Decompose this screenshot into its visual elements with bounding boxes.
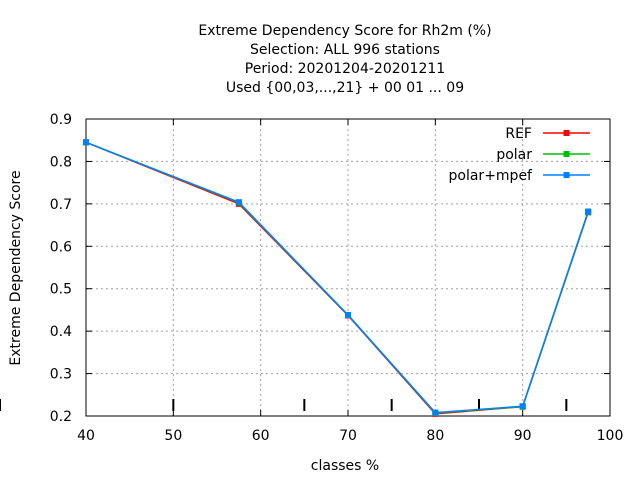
y-tick-label: 0.3	[50, 367, 72, 383]
series-point-2	[235, 199, 242, 206]
y-tick-label: 0.7	[50, 197, 72, 213]
legend-marker-2	[563, 172, 570, 178]
legend-label: polar	[496, 147, 532, 163]
chart-title-line: Selection: ALL 996 stations	[250, 42, 440, 58]
series-point-2	[345, 312, 351, 319]
plot-frame	[85, 118, 611, 417]
x-axis-label: classes %	[311, 458, 379, 474]
x-tick-label: 70	[339, 428, 357, 444]
x-tick-label: 80	[426, 428, 444, 444]
y-tick-label: 0.8	[50, 154, 72, 170]
series-point-2	[432, 409, 439, 416]
x-tick-label: 90	[514, 428, 532, 444]
x-tick-label: 40	[77, 428, 95, 444]
legend-marker-0	[563, 130, 570, 136]
y-tick-label: 0.9	[50, 112, 72, 128]
chart-title-line: Period: 20201204-20201211	[245, 61, 445, 77]
legend-label: polar+mpef	[449, 168, 534, 184]
legend-marker-1	[563, 151, 570, 157]
series-point-2	[83, 139, 89, 146]
series-point-2	[585, 208, 592, 215]
y-tick-label: 0.2	[50, 409, 72, 425]
x-tick-label: 100	[597, 428, 624, 444]
series-point-2	[519, 403, 526, 410]
chart-title-line: Used {00,03,...,21} + 00 01 ... 09	[226, 80, 464, 96]
y-axis-label: Extreme Dependency Score	[8, 170, 24, 365]
x-tick-label: 50	[164, 428, 182, 444]
series-line-2	[85, 141, 589, 414]
y-tick-label: 0.4	[50, 324, 72, 340]
legend-label: REF	[505, 126, 532, 142]
y-tick-label: 0.5	[50, 282, 72, 298]
chart-title-line: Extreme Dependency Score for Rh2m (%)	[198, 23, 491, 39]
y-tick-label: 0.6	[50, 239, 72, 255]
x-tick-label: 60	[252, 428, 270, 444]
